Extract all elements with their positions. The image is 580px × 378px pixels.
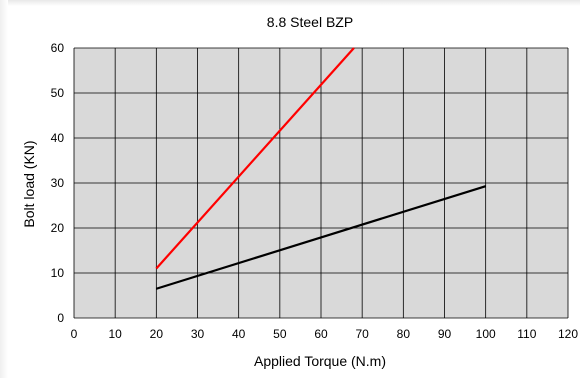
grid-lines	[73, 47, 569, 319]
x-tick-label: 100	[476, 327, 496, 341]
x-tick-label: 30	[191, 327, 205, 341]
series-line-1	[155, 47, 355, 270]
y-tick-label: 10	[51, 266, 65, 280]
x-tick-label: 120	[558, 327, 578, 341]
x-tick-label: 60	[314, 327, 328, 341]
y-tick-label: 20	[51, 221, 65, 235]
x-tick-label: 10	[108, 327, 122, 341]
x-tick-label: 0	[71, 327, 78, 341]
x-tick-label: 50	[273, 327, 287, 341]
x-tick-label: 110	[517, 327, 536, 341]
y-tick-label: 0	[57, 311, 64, 325]
x-tick-label: 70	[355, 327, 369, 341]
y-tick-label: 50	[51, 86, 65, 100]
chart-title: 8.8 Steel BZP	[267, 14, 353, 30]
x-axis-label: Applied Torque (N.m)	[254, 353, 386, 369]
y-axis-label: Bolt load (KN)	[21, 140, 37, 227]
x-tick-label: 90	[438, 327, 452, 341]
y-tick-label: 30	[51, 176, 65, 190]
series-lines	[155, 47, 486, 290]
y-tick-label: 60	[51, 41, 65, 55]
x-tick-label: 40	[232, 327, 246, 341]
left-edge-decoration	[0, 0, 8, 378]
x-axis-ticks: 0 10 20 30 40 50 60 70 80 90 100 110 120	[71, 327, 579, 341]
top-edge-decoration	[0, 0, 580, 6]
x-tick-label: 20	[150, 327, 164, 341]
x-tick-label: 80	[397, 327, 411, 341]
series-line-2	[156, 185, 486, 290]
y-axis-ticks: 0 10 20 30 40 50 60	[51, 41, 65, 325]
y-tick-label: 40	[51, 131, 65, 145]
